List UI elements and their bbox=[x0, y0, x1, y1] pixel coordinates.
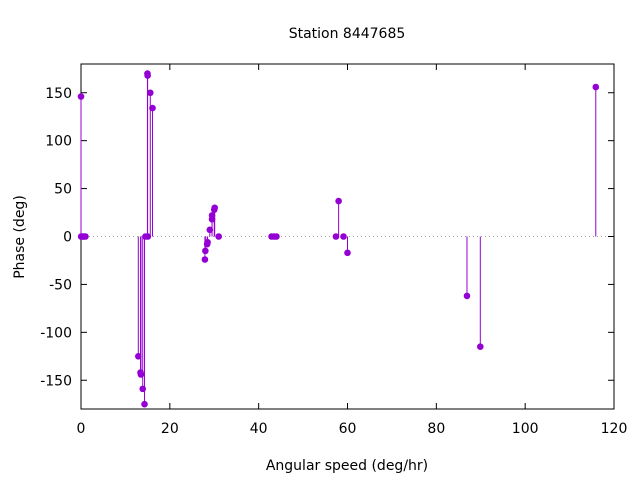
x-tick-label: 120 bbox=[601, 421, 628, 437]
data-point bbox=[335, 197, 342, 205]
y-tick-label: -50 bbox=[49, 277, 72, 293]
data-point bbox=[146, 89, 154, 97]
data-point bbox=[340, 233, 347, 240]
data-point bbox=[141, 400, 148, 408]
data-point bbox=[344, 249, 351, 257]
x-axis-ticks: 0 20 40 60 80 100 120 bbox=[77, 64, 628, 437]
data-point bbox=[144, 72, 151, 79]
impulse-lines bbox=[80, 73, 597, 405]
y-tick-label: 50 bbox=[54, 182, 72, 198]
y-axis-ticks: -150 -100 -50 0 50 100 150 bbox=[40, 86, 614, 389]
data-point bbox=[201, 256, 209, 263]
x-axis-title: Angular speed (deg/hr) bbox=[266, 458, 428, 474]
data-point bbox=[332, 233, 340, 240]
x-tick-label: 20 bbox=[161, 421, 179, 437]
y-tick-label: 0 bbox=[63, 230, 72, 246]
data-point bbox=[204, 238, 211, 246]
data-point bbox=[273, 233, 280, 240]
data-point bbox=[77, 93, 85, 100]
chart-title: Station 8447685 bbox=[289, 26, 406, 42]
data-point bbox=[149, 104, 156, 112]
x-tick-label: 60 bbox=[339, 421, 357, 437]
y-axis-title: Phase (deg) bbox=[12, 195, 28, 279]
data-point bbox=[477, 343, 484, 351]
data-points bbox=[77, 70, 600, 408]
data-point bbox=[206, 226, 214, 234]
data-point bbox=[137, 371, 145, 378]
data-point bbox=[208, 212, 216, 219]
data-point bbox=[82, 233, 89, 240]
x-tick-label: 40 bbox=[250, 421, 268, 437]
y-tick-label: 150 bbox=[45, 86, 72, 102]
data-point bbox=[211, 204, 218, 212]
data-point bbox=[202, 247, 209, 255]
data-point bbox=[134, 352, 142, 360]
data-point bbox=[215, 233, 222, 240]
y-tick-label: -100 bbox=[40, 325, 72, 341]
data-point bbox=[592, 83, 600, 91]
data-point bbox=[139, 385, 147, 393]
data-point bbox=[144, 233, 152, 240]
y-tick-label: 100 bbox=[45, 134, 72, 150]
y-tick-label: -150 bbox=[40, 373, 72, 389]
data-point bbox=[463, 292, 471, 300]
x-tick-label: 100 bbox=[512, 421, 539, 437]
x-tick-label: 80 bbox=[427, 421, 445, 437]
x-tick-label: 0 bbox=[77, 421, 86, 437]
